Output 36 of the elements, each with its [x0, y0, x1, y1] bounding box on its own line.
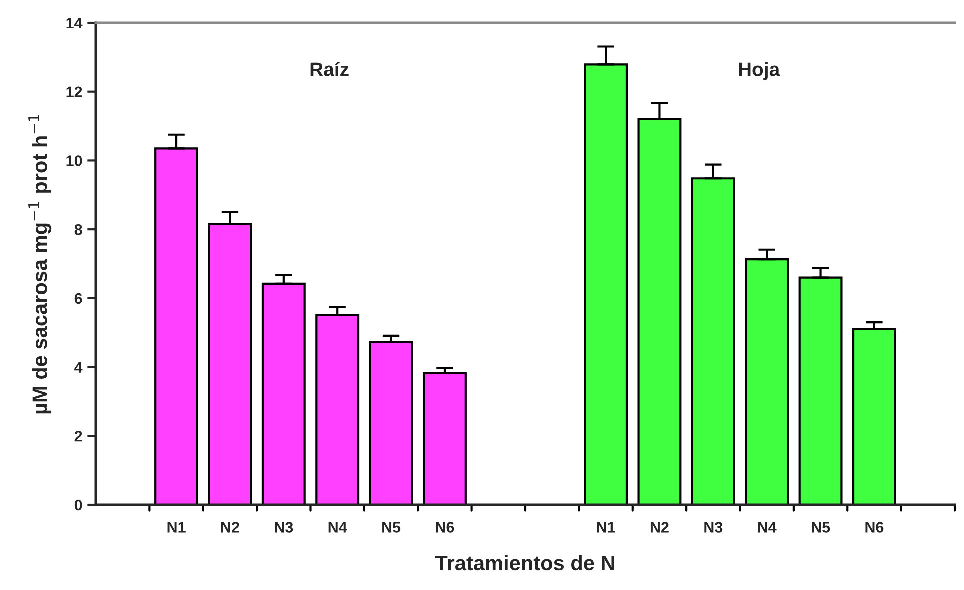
bar	[745, 258, 790, 505]
bar	[262, 282, 306, 505]
x-tick-label: N6	[866, 522, 884, 533]
y-tick-label: 4	[74, 362, 83, 373]
x-tick-label: N1	[597, 522, 616, 533]
y-tick-label: 6	[74, 293, 82, 304]
y-tick-label: 10	[66, 156, 82, 166]
x-tick-label: N4	[328, 522, 348, 533]
x-tick-label: N6	[436, 522, 454, 533]
x-axis-title: Tratamientos de N	[435, 555, 614, 571]
bar	[369, 341, 414, 505]
x-tick-label: N5	[812, 522, 830, 533]
y-axis-title: µM de sacarosa mg$^{−1}$ prot h$^{−1}$	[28, 114, 52, 414]
bar	[584, 64, 628, 505]
x-tick-label: N5	[382, 522, 401, 533]
x-tick-label: N2	[221, 522, 240, 533]
bar	[691, 178, 736, 505]
x-tick-label: N4	[758, 522, 777, 533]
annotation: Hoja	[739, 62, 780, 80]
bar	[316, 314, 360, 505]
bar	[422, 372, 467, 505]
x-tick-label: N1	[168, 522, 186, 533]
y-tick-label: 8	[74, 224, 82, 236]
x-tick-label: N3	[704, 522, 723, 533]
bar	[154, 148, 199, 505]
bar	[208, 223, 252, 505]
bar	[638, 118, 682, 505]
x-tick-label: N2	[650, 522, 669, 533]
bar	[852, 328, 896, 505]
x-tick-label: N3	[275, 522, 294, 533]
annotation: Raíz	[310, 62, 349, 76]
y-tick-label: 0	[74, 500, 82, 511]
y-tick-label: 12	[66, 86, 82, 98]
y-tick-label: 2	[74, 431, 82, 442]
y-tick-label: 14	[66, 18, 83, 29]
bar	[798, 276, 843, 505]
